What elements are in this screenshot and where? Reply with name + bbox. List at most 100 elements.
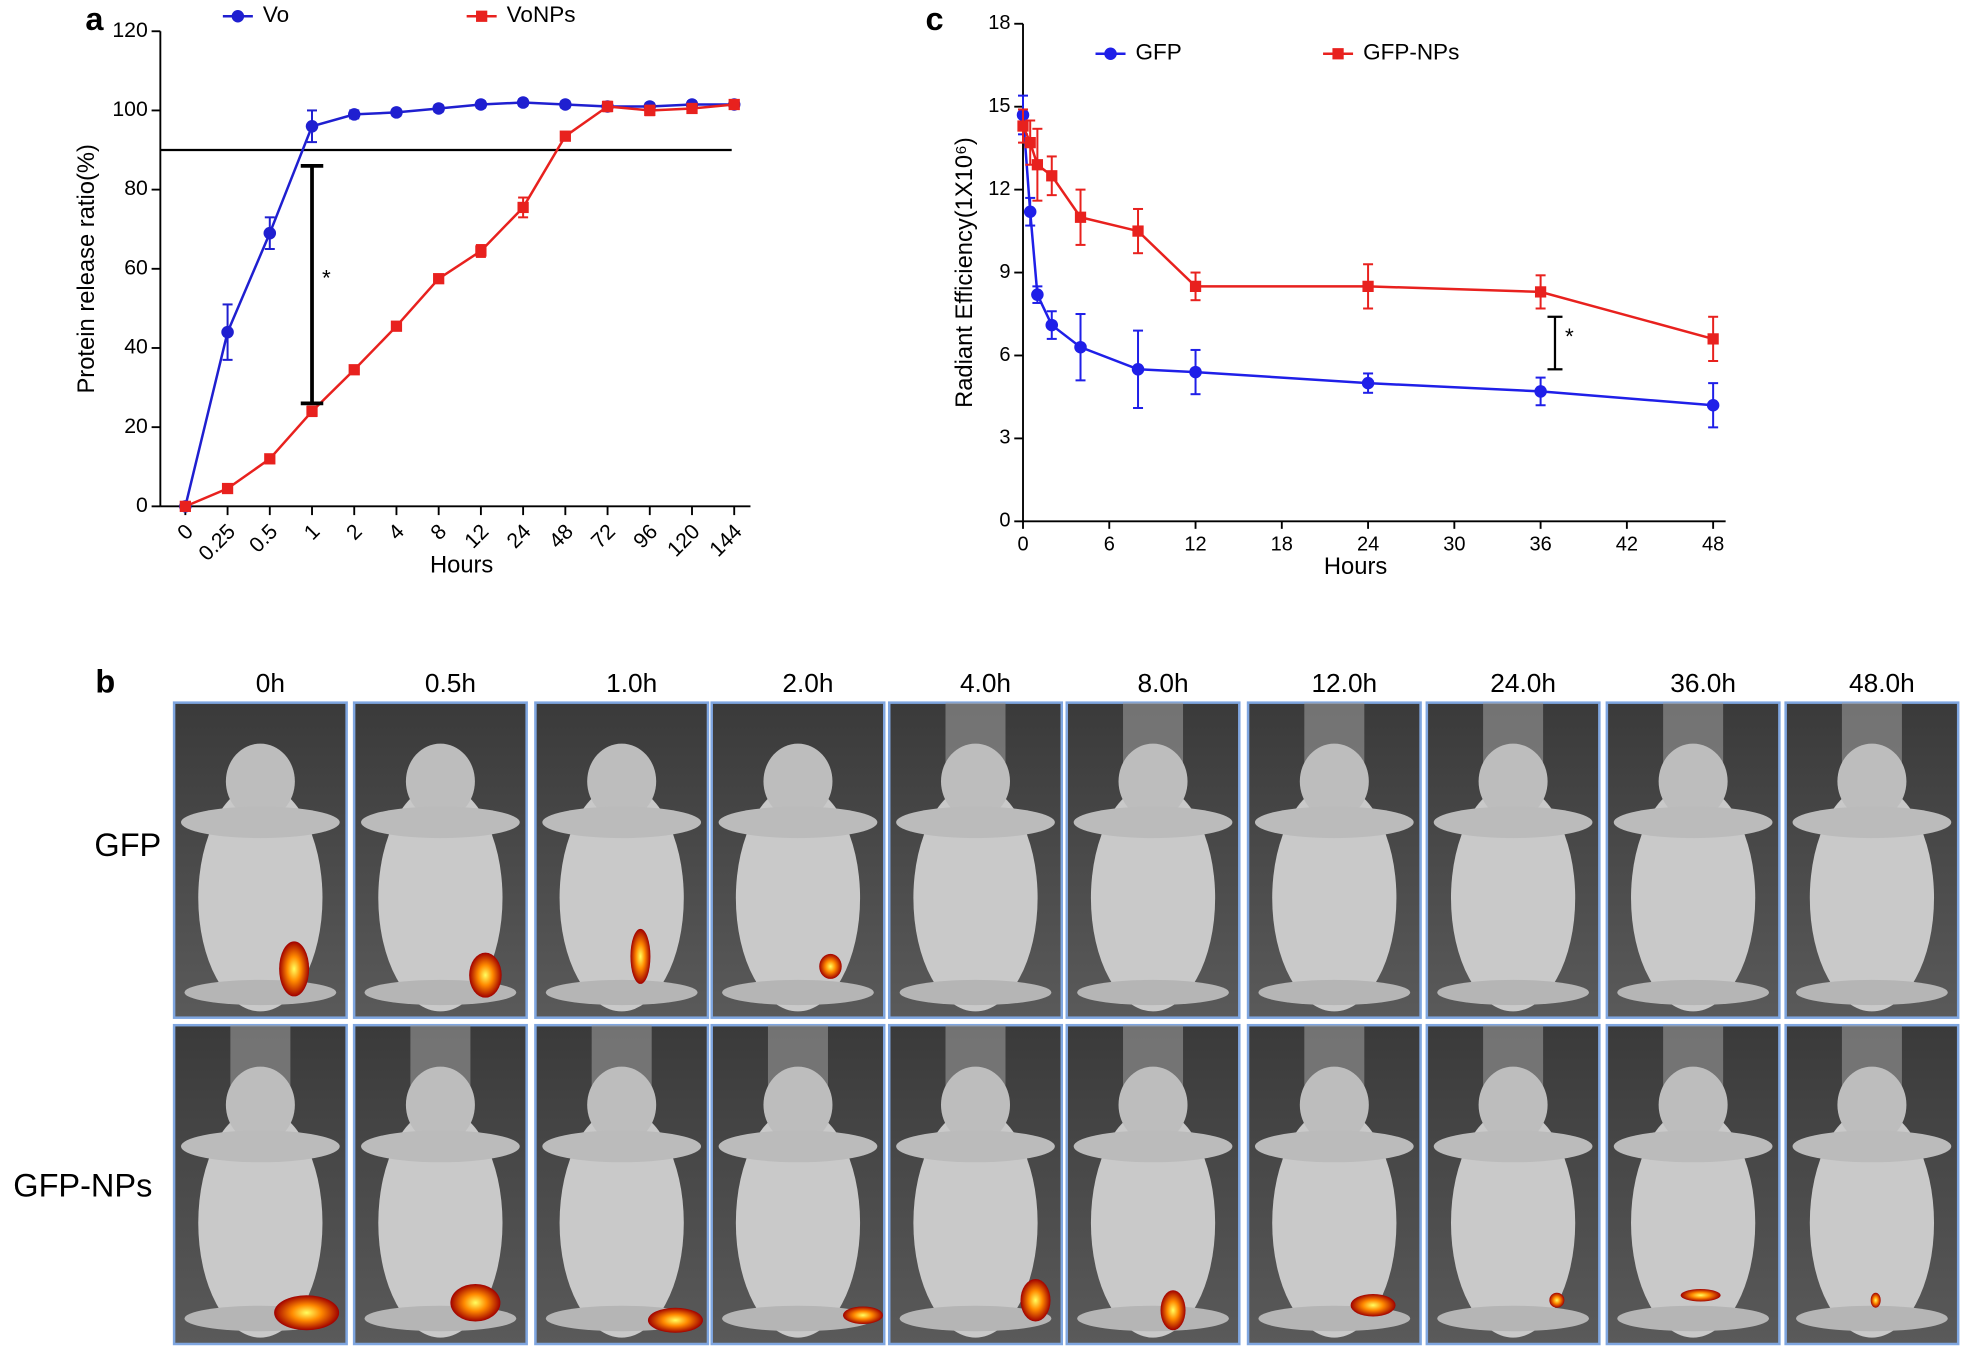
mouse-body xyxy=(913,784,1038,1012)
mouse-legs xyxy=(1437,979,1590,1006)
significance-bracket xyxy=(300,163,324,406)
time-label: 4.0h xyxy=(960,668,1011,698)
mouse-image xyxy=(352,701,528,1019)
fluorescence-signal xyxy=(842,1306,883,1324)
marker xyxy=(306,405,318,417)
mouse-head xyxy=(763,1066,833,1144)
mouse-image xyxy=(1246,701,1422,1019)
fluorescence-signal xyxy=(450,1283,501,1322)
mouse-head xyxy=(940,1066,1011,1144)
marker xyxy=(347,108,361,121)
fluorescence-signal xyxy=(1870,1292,1881,1308)
mouse-head xyxy=(225,1066,295,1144)
time-label: 8.0h xyxy=(1137,668,1188,698)
time-label: 0.5h xyxy=(425,668,476,698)
mouse-arms xyxy=(896,1130,1055,1163)
mouse-arms xyxy=(718,806,878,839)
mouse-body xyxy=(1450,1108,1576,1338)
mouse-body xyxy=(1272,784,1397,1012)
mouse-body xyxy=(735,1108,861,1338)
y-tick-label: 80 xyxy=(124,176,148,200)
mouse-legs xyxy=(899,979,1052,1006)
marker xyxy=(390,320,403,332)
mouse-body xyxy=(378,1108,503,1338)
mouse-arms xyxy=(718,1130,878,1163)
mouse-body xyxy=(1809,784,1935,1012)
legend-marker xyxy=(1332,48,1344,60)
mouse-legs xyxy=(184,979,337,1006)
time-label: 48.0h xyxy=(1849,668,1915,698)
x-tick-label: 48 xyxy=(1702,533,1724,555)
mouse-legs xyxy=(1796,1305,1948,1332)
y-tick-label: 120 xyxy=(112,18,147,42)
series xyxy=(1017,108,1719,363)
mouse-arms xyxy=(181,1130,340,1163)
mouse-body xyxy=(378,784,503,1012)
mouse-arms xyxy=(1613,806,1773,839)
mouse-arms xyxy=(181,806,340,839)
significance-label: * xyxy=(1565,324,1574,349)
time-label: 1.0h xyxy=(606,668,657,698)
mouse-head xyxy=(1478,1066,1548,1144)
x-axis-label: Hours xyxy=(1324,553,1387,580)
mouse-legs xyxy=(545,979,698,1006)
marker xyxy=(516,96,530,109)
mouse-image xyxy=(1425,701,1601,1019)
legend-marker xyxy=(476,10,488,22)
fluorescence-signal xyxy=(274,1295,340,1331)
fluorescence-signal xyxy=(1680,1288,1721,1302)
mouse-body xyxy=(198,1108,323,1338)
mouse-head xyxy=(1118,1066,1188,1144)
mouse-image xyxy=(1784,701,1960,1019)
x-tick-label: 0.5 xyxy=(244,519,282,557)
marker xyxy=(1031,159,1044,171)
mouse-image xyxy=(172,701,348,1019)
marker xyxy=(1024,136,1036,149)
mouse-image xyxy=(352,1023,528,1346)
marker xyxy=(1189,365,1202,379)
y-tick-label: 18 xyxy=(988,12,1010,34)
marker xyxy=(264,453,276,465)
mouse-legs xyxy=(722,979,874,1006)
x-tick-label: 18 xyxy=(1271,533,1293,555)
x-tick-label: 30 xyxy=(1443,533,1465,555)
marker xyxy=(179,500,191,512)
mouse-legs xyxy=(1258,979,1411,1006)
y-tick-label: 3 xyxy=(999,427,1010,449)
mouse-image xyxy=(710,1023,886,1346)
y-tick-label: 20 xyxy=(124,414,148,438)
mouse-body xyxy=(1090,1108,1216,1338)
legend-label: GFP-NPs xyxy=(1363,40,1459,65)
marker xyxy=(475,245,487,257)
time-label: 0h xyxy=(256,668,285,698)
fluorescence-signal xyxy=(1020,1278,1051,1322)
mouse-body xyxy=(913,1108,1038,1338)
y-tick-label: 0 xyxy=(136,493,148,517)
marker xyxy=(221,482,234,495)
mouse-legs xyxy=(1617,1305,1770,1332)
x-tick-label: 48 xyxy=(544,519,578,553)
mouse-legs xyxy=(899,1305,1052,1332)
mouse-arms xyxy=(1073,1130,1233,1163)
mouse-arms xyxy=(1433,1130,1593,1163)
significance-bracket xyxy=(1547,315,1563,371)
mouse-image xyxy=(1784,1023,1960,1346)
x-tick-label: 144 xyxy=(705,519,747,561)
x-tick-label: 96 xyxy=(629,519,663,553)
x-tick-label: 4 xyxy=(384,519,409,544)
time-label: 2.0h xyxy=(782,668,833,698)
mouse-image xyxy=(1605,1023,1781,1346)
y-axis-label: Radiant Efficiency(1X10⁶) xyxy=(951,137,978,408)
legend-marker xyxy=(1104,47,1117,61)
fluorescence-signal xyxy=(647,1307,703,1333)
mouse-image xyxy=(1605,701,1781,1019)
marker xyxy=(1074,211,1087,223)
x-tick-label: 72 xyxy=(586,519,620,553)
fluorescence-signal xyxy=(819,953,842,979)
line xyxy=(184,101,735,507)
x-tick-label: 12 xyxy=(1184,533,1206,555)
mouse-arms xyxy=(1433,806,1593,839)
marker xyxy=(1534,385,1547,398)
mouse-head xyxy=(225,743,295,820)
fluorescence-signal xyxy=(469,952,502,998)
